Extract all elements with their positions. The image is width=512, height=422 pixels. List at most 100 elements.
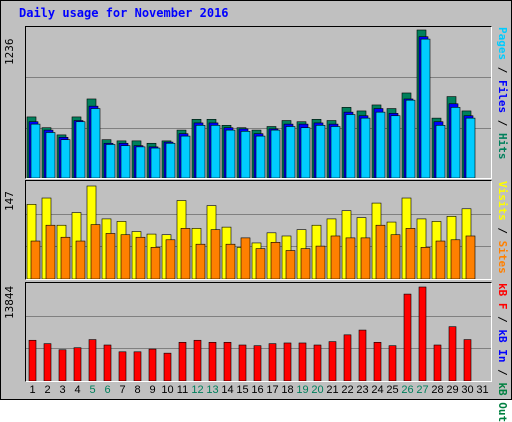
- sites-bar: [270, 242, 281, 279]
- day-label: 20: [311, 384, 324, 396]
- sites-bar: [330, 235, 341, 279]
- kbf-bar: [403, 293, 412, 381]
- pages-bar: [135, 146, 146, 178]
- day-label: 6: [104, 384, 111, 396]
- pages-bar: [105, 144, 116, 178]
- day-label: 2: [44, 384, 51, 396]
- legend-sep1: /: [496, 60, 509, 80]
- kbf-bar: [238, 344, 247, 381]
- sites-bar: [75, 240, 86, 279]
- visits-ymax-label: 147: [3, 191, 16, 211]
- kbf-bar: [463, 339, 472, 381]
- pages-bar: [150, 147, 161, 178]
- legend-kbin: kB In: [496, 329, 509, 363]
- legend-visits: Visits: [496, 181, 509, 221]
- legend-sep5: /: [496, 362, 509, 383]
- chart-title: Daily usage for November 2016: [19, 6, 229, 20]
- pages-bar: [195, 125, 206, 178]
- sites-bar: [285, 250, 296, 279]
- pages-bar: [375, 111, 386, 178]
- day-label: 10: [161, 384, 174, 396]
- pages-bar: [270, 129, 281, 178]
- sites-bar: [405, 228, 416, 279]
- day-label: 17: [266, 384, 279, 396]
- day-label: 14: [221, 384, 234, 396]
- kbytes-panel: [25, 282, 492, 382]
- day-label: 11: [176, 384, 189, 396]
- pages-bar: [360, 117, 371, 178]
- kbf-bar: [283, 342, 292, 381]
- kbf-bar: [268, 343, 277, 381]
- sites-bar: [435, 240, 446, 279]
- kbf-bar: [223, 341, 232, 381]
- sites-bar: [240, 237, 251, 279]
- kbf-bar: [148, 348, 157, 381]
- day-label: 16: [251, 384, 264, 396]
- day-label: 8: [134, 384, 141, 396]
- hits-files-pages-panel: [25, 26, 492, 179]
- legend-hits: Hits: [496, 133, 509, 160]
- pages-bar: [240, 131, 251, 178]
- sites-bar: [30, 240, 41, 279]
- sites-bar: [420, 247, 431, 279]
- sites-bar: [105, 233, 116, 279]
- kbf-bar: [103, 344, 112, 381]
- pages-bar: [450, 107, 461, 178]
- day-label: 28: [431, 384, 444, 396]
- kbf-bar: [253, 345, 262, 381]
- pages-bar: [420, 38, 431, 178]
- pages-bar: [180, 135, 191, 178]
- day-label: 25: [386, 384, 399, 396]
- kbf-bar: [193, 339, 202, 381]
- day-label: 9: [149, 384, 156, 396]
- day-axis: 1 2 3 4 5 6 7 8 9 10 11 12 13 14 15 16 17 18 19 20 21 22 23 24 2…: [25, 384, 490, 398]
- pages-bar: [315, 125, 326, 178]
- pages-bar: [210, 125, 221, 178]
- day-label: 4: [74, 384, 81, 396]
- pages-bar: [255, 135, 266, 178]
- sites-bar: [450, 239, 461, 279]
- hits-files-pages-panel-svg: [26, 29, 491, 178]
- pages-bar: [435, 125, 446, 178]
- kbf-bar: [373, 341, 382, 381]
- pages-bar: [120, 145, 131, 178]
- kbf-bar: [118, 351, 127, 381]
- kbf-bar: [28, 339, 37, 381]
- legend-kbf: kB F: [496, 283, 509, 310]
- pages-bar: [330, 126, 341, 178]
- day-label: 31: [476, 384, 489, 396]
- kbf-bar: [328, 341, 337, 381]
- legend-sep4: /: [496, 309, 509, 330]
- day-label: 15: [236, 384, 249, 396]
- sites-bar: [345, 237, 356, 279]
- legend-pages: Pages: [496, 27, 509, 61]
- day-label: 22: [341, 384, 354, 396]
- pages-bar: [285, 126, 296, 178]
- sites-bar: [255, 248, 266, 279]
- kbf-bar: [448, 326, 457, 381]
- kbytes-panel-svg: [26, 286, 491, 381]
- day-label: 26: [401, 384, 414, 396]
- kbf-bar: [433, 344, 442, 381]
- day-label: 12: [191, 384, 204, 396]
- sites-bar: [195, 243, 206, 279]
- pages-bar: [75, 121, 86, 178]
- kbytes-legend: kB F / kB In / kB Out: [496, 283, 509, 422]
- kbf-bar: [133, 351, 142, 381]
- sites-bar: [180, 228, 191, 279]
- kbf-bar: [313, 344, 322, 381]
- day-label: 27: [416, 384, 429, 396]
- sites-bar: [150, 247, 161, 279]
- sites-bar: [390, 234, 401, 279]
- hits-ymax-label: 1236: [3, 38, 16, 66]
- kbf-bar: [418, 286, 427, 381]
- sites-bar: [300, 248, 311, 279]
- hits-legend: Pages / Files / Hits: [496, 27, 509, 160]
- sites-bar: [315, 245, 326, 279]
- sites-bar: [120, 234, 131, 279]
- day-label: 19: [296, 384, 309, 396]
- sites-bar: [165, 239, 176, 279]
- visits-legend: Visits / Sites: [496, 181, 509, 274]
- pages-bar: [225, 129, 236, 178]
